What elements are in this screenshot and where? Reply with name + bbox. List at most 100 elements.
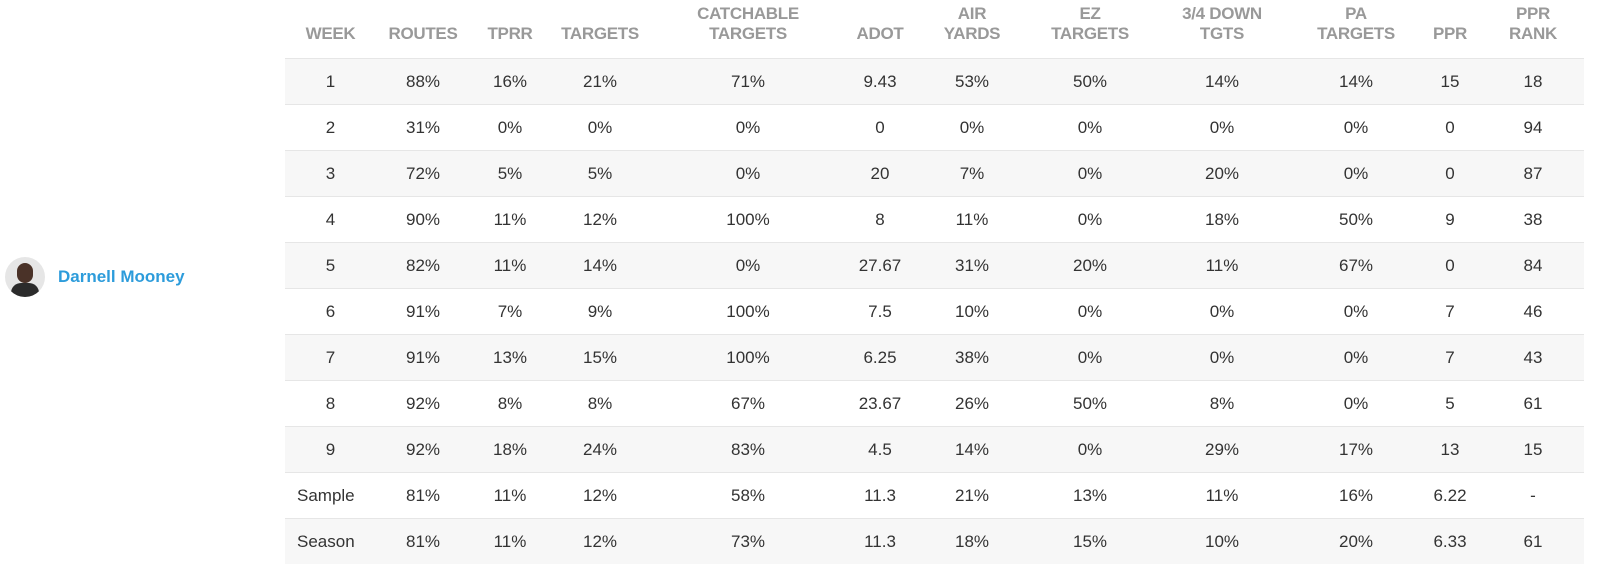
header-cell: EZ TARGETS (1030, 4, 1150, 44)
table-cell: 5 (325, 255, 336, 275)
table-cell: 0% (1077, 439, 1103, 459)
table-cell: 11% (493, 485, 527, 505)
table-row: 1 88% 16% 21% 71% 9.43 53% 50% 14% 14% 15 18 (285, 58, 1584, 104)
table-cell: 100% (726, 347, 770, 367)
table-cell: 8 (875, 209, 885, 229)
table-cell: 7% (497, 301, 523, 321)
table-cell: 9.43 (863, 71, 897, 91)
table-cell: 18% (1204, 209, 1240, 229)
header-text: ROUTES (388, 24, 458, 43)
table-cell: 11.3 (864, 531, 896, 551)
table-cell: 7 (1445, 347, 1455, 367)
header-text: TARGETS (561, 24, 639, 43)
table-cell: 0% (1077, 347, 1103, 367)
table-cell: 0 (1445, 163, 1455, 183)
table-row: 7 91% 13% 15% 100% 6.25 38% 0% 0% 0% 7 43 (285, 334, 1584, 380)
header-cell: WEEK (285, 24, 376, 44)
table-cell: 31% (954, 255, 990, 275)
table-cell: 15% (582, 347, 618, 367)
table-cell: 11.3 (864, 485, 896, 505)
table-cell: 9 (1445, 209, 1455, 229)
table-cell: 14% (1204, 71, 1240, 91)
table-cell: 17% (1338, 439, 1374, 459)
table-cell: 20% (1072, 255, 1108, 275)
table-cell: 9% (587, 301, 613, 321)
table-cell: 5% (497, 163, 523, 183)
header-text: WEEK (305, 24, 356, 43)
table-cell: 0% (1077, 163, 1103, 183)
table-cell: 38 (1523, 209, 1543, 229)
table-cell: 6.25 (863, 347, 897, 367)
table-cell: 0% (735, 117, 761, 137)
table-row: 4 90% 11% 12% 100% 8 11% 0% 18% 50% 9 38 (285, 196, 1584, 242)
table-cell: 15% (1072, 531, 1108, 551)
table-cell: 4.5 (868, 439, 892, 459)
table-cell: 0% (1343, 163, 1369, 183)
table-cell: 18% (954, 531, 990, 551)
header-cell: AIR YARDS (914, 4, 1030, 44)
header-text: TARGETS (1317, 24, 1395, 43)
table-cell: 0% (1343, 393, 1369, 413)
header-text: TARGETS (709, 24, 787, 43)
table-cell: 15 (1440, 71, 1460, 91)
table-cell: 16% (492, 71, 528, 91)
table-cell: Season (297, 531, 355, 551)
table-cell: 0% (1209, 117, 1235, 137)
avatar (5, 257, 45, 297)
table-cell: 0 (875, 117, 885, 137)
table-cell: 5% (587, 163, 613, 183)
table-cell: 61 (1523, 393, 1543, 413)
header-text: ADOT (856, 24, 904, 43)
table-cell: 61 (1523, 531, 1543, 551)
table-row: Sample 81% 11% 12% 58% 11.3 21% 13% 11% 16% 6.22 - (285, 472, 1584, 518)
table-cell: 10% (1204, 531, 1240, 551)
table-cell: 11% (493, 531, 527, 551)
table-cell: 0% (959, 117, 985, 137)
table-cell: 81% (405, 485, 441, 505)
player[interactable]: Darnell Mooney (5, 257, 185, 297)
table-cell: 12% (582, 485, 618, 505)
header-cell: PPR RANK (1482, 4, 1584, 44)
table-cell: 50% (1338, 209, 1374, 229)
header-cell: CATCHABLE TARGETS (650, 4, 846, 44)
header-cell: ROUTES (376, 24, 470, 44)
table-cell: 8% (587, 393, 613, 413)
table-cell: 0 (1445, 117, 1455, 137)
table-cell: 67% (1338, 255, 1374, 275)
table-cell: 10% (954, 301, 990, 321)
header-text: 3/4 DOWN (1182, 4, 1262, 23)
table-cell: 27.67 (858, 255, 902, 275)
header-cell: TPRR (470, 24, 550, 44)
table-row: 6 91% 7% 9% 100% 7.5 10% 0% 0% 0% 7 46 (285, 288, 1584, 334)
header-row: WEEK ROUTES TPRR TARGETS CATCHABLE TARGETS ADO… (285, 0, 1584, 58)
table-cell: 11% (493, 209, 527, 229)
table-cell: 6.22 (1433, 485, 1467, 505)
table-cell: 11% (493, 255, 527, 275)
table-cell: 100% (726, 209, 770, 229)
table-cell: 31% (405, 117, 441, 137)
header-text: TARGETS (1051, 24, 1129, 43)
table-cell: 0% (735, 163, 761, 183)
table-row: 9 92% 18% 24% 83% 4.5 14% 0% 29% 17% 13 15 (285, 426, 1584, 472)
table-cell: 14% (582, 255, 618, 275)
table-row: Season 81% 11% 12% 73% 11.3 18% 15% 10% 20% 6.33 61 (285, 518, 1584, 564)
table-cell: 92% (405, 393, 441, 413)
table-cell: Sample (297, 485, 355, 505)
header-cell: TARGETS (550, 24, 650, 44)
header-text: CATCHABLE (697, 4, 799, 23)
table-cell: 8% (1209, 393, 1235, 413)
table-cell: 7 (1445, 301, 1455, 321)
table-cell: 23.67 (858, 393, 902, 413)
table-cell: 11% (955, 209, 989, 229)
table-cell: 7 (325, 347, 336, 367)
table-cell: 88% (405, 71, 441, 91)
table-cell: 100% (726, 301, 770, 321)
table-cell: 11% (1205, 255, 1239, 275)
table-cell: 18% (492, 439, 528, 459)
header-text: TPRR (487, 24, 533, 43)
table-cell: 50% (1072, 393, 1108, 413)
table-cell: 90% (405, 209, 441, 229)
header-text: PPR (1432, 24, 1468, 43)
player-name[interactable]: Darnell Mooney (58, 267, 185, 286)
